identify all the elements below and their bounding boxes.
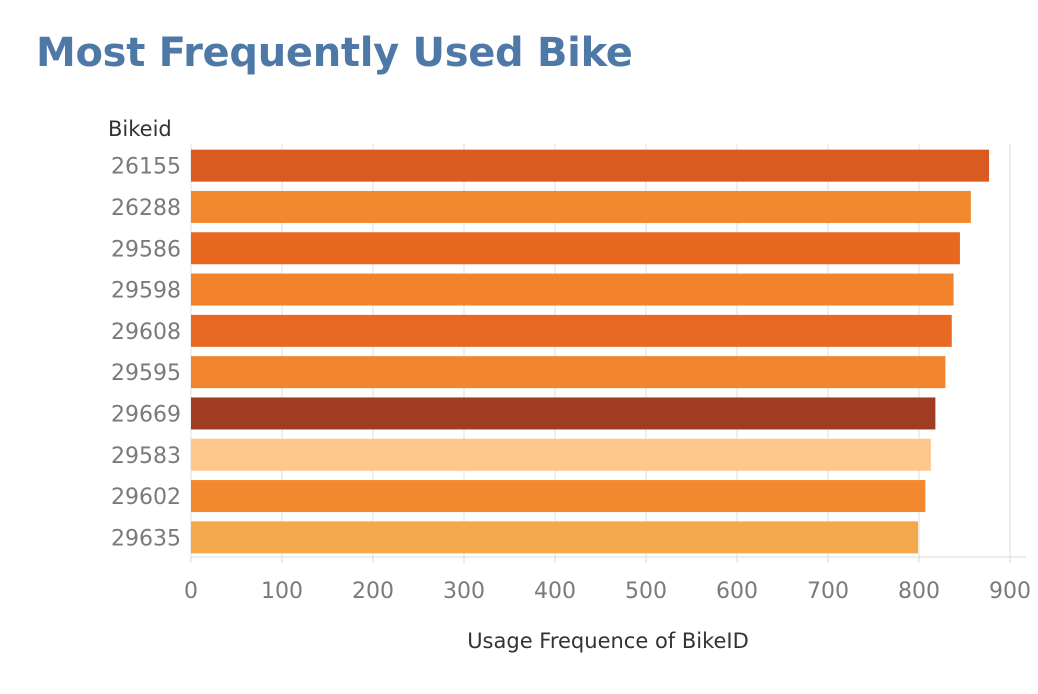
bar-29608[interactable] [191,314,952,347]
bars [191,149,990,554]
y-tick-labels: 26155 26288 29586 29598 29608 29595 29669 29583… [111,155,181,552]
x-tick-label: 100 [261,579,303,604]
y-tick-label: 29635 [111,526,181,551]
chart-title: Most Frequently Used Bike [36,30,633,76]
y-tick-label: 29595 [111,361,181,386]
y-tick-label: 29608 [111,320,181,345]
bar-29669[interactable] [191,397,936,430]
bar-26155[interactable] [191,149,990,182]
x-tick-label: 300 [443,579,485,604]
y-tick-label: 29598 [111,279,181,304]
x-tick-label: 200 [352,579,394,604]
y-tick-label: 29583 [111,444,181,469]
bar-29635[interactable] [191,521,919,554]
x-axis-title: Usage Frequence of BikeID [467,629,749,653]
x-tick-label: 800 [898,579,940,604]
y-axis-title: Bikeid [108,117,172,141]
x-tick-label: 0 [184,579,198,604]
bar-29586[interactable] [191,232,960,265]
bar-26288[interactable] [191,190,971,223]
bar-29598[interactable] [191,273,954,306]
bar-29602[interactable] [191,480,926,513]
x-tick-label: 400 [534,579,576,604]
y-tick-label: 29586 [111,237,181,262]
x-tick-labels: 0 100 200 300 400 500 600 700 800 900 [184,579,1031,604]
x-tick-label: 700 [807,579,849,604]
x-tick-label: 900 [989,579,1031,604]
y-tick-label: 26155 [111,155,181,180]
y-tick-label: 26288 [111,196,181,221]
bar-29583[interactable] [191,438,931,471]
x-tick-label: 500 [625,579,667,604]
bar-29595[interactable] [191,356,946,389]
y-tick-label: 29669 [111,402,181,427]
y-tick-label: 29602 [111,485,181,510]
x-tick-label: 600 [716,579,758,604]
